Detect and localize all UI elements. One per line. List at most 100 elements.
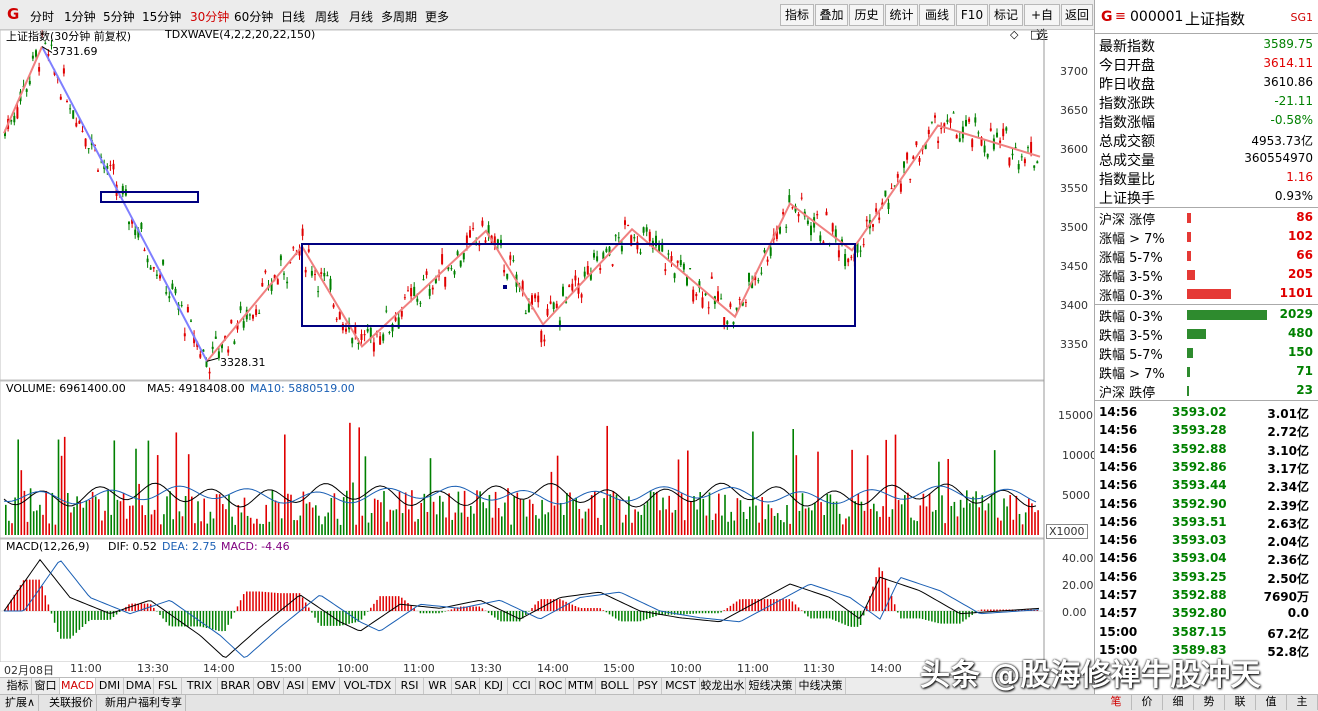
tool-0[interactable]: 指标 [780,4,814,26]
volume-bar [693,496,695,535]
tool-2[interactable]: 历史 [849,4,884,26]
chart-canvas[interactable] [0,30,1094,662]
bottom-tab[interactable]: 扩展∧ [2,695,40,711]
indicator-tab[interactable]: MCST [662,678,700,695]
indicator-tab[interactable]: DMI [96,678,124,695]
period-7[interactable]: 周线 [315,10,340,24]
period-10[interactable]: 更多 [425,10,450,24]
menu-icon[interactable]: ≡ [1115,9,1126,24]
indicator-tab[interactable]: EMV [308,678,340,695]
indicator-tab[interactable]: WR [424,678,452,695]
period-9[interactable]: 多周期 [381,10,418,24]
period-6[interactable]: 日线 [281,10,306,24]
stat-value: 4953.73亿 [1251,134,1313,148]
volume-bar [125,518,128,535]
candle-body [884,190,887,197]
tool-5[interactable]: F10 [956,4,988,26]
indicator-tab[interactable]: KDJ [480,678,508,695]
indicator-tab[interactable]: BRAR [218,678,254,695]
volume-bar [597,517,599,535]
indicator-tab[interactable]: PSY [634,678,662,695]
indicator-tab[interactable]: MTM [566,678,596,695]
volume-bar [113,440,116,535]
indicator-tab[interactable]: SAR [452,678,480,695]
period-8[interactable]: 月线 [349,10,374,24]
candle-body [496,239,499,244]
time-axis-label: 13:30 [137,662,169,675]
period-3[interactable]: 15分钟 [142,10,182,24]
volume-bar [494,491,497,535]
volume-bar [417,519,419,535]
volume-bar [14,497,16,535]
bottom-tab[interactable]: 新用户福利专享 [102,695,186,711]
volume-bar [947,458,949,535]
quote-tab[interactable]: 联 [1225,694,1256,710]
indicator-tab[interactable]: 窗口 [32,678,60,695]
volume-bar [900,504,903,535]
volume-bar [801,493,804,535]
indicator-tab[interactable]: ASI [284,678,308,695]
period-5[interactable]: 60分钟 [234,10,274,24]
candle-body [930,121,933,123]
volume-bar [683,520,686,535]
quote-tab[interactable]: 细 [1163,694,1194,710]
indicator-tab[interactable]: FSL [154,678,182,695]
badge[interactable]: SG1 [1290,11,1313,24]
volume-bar [197,501,199,535]
quote-tab[interactable]: 主 [1287,694,1318,710]
candle-body [1036,161,1039,164]
diamond-icon[interactable]: ◇ [1010,28,1019,41]
volume-bar [389,509,391,535]
indicator-tab[interactable]: ROC [536,678,566,695]
period-2[interactable]: 5分钟 [103,10,135,24]
volume-bar [144,515,147,535]
volume-bar [355,524,357,535]
volume-bar [997,517,999,535]
indicator-tab[interactable]: BOLL [596,678,634,695]
indicator-tab[interactable]: MACD [60,678,96,695]
indicator-tab[interactable]: 中线决策 [796,678,846,695]
period-0[interactable]: 分时 [30,10,55,24]
quote-tab[interactable]: 势 [1194,694,1225,710]
quote-tab[interactable]: 笔 [1101,694,1132,710]
indicator-tab[interactable]: CCI [508,678,536,695]
indicator-tab[interactable]: RSI [396,678,424,695]
tick-price: 3593.02 [1172,405,1227,419]
stat-label: 总成交量 [1099,153,1155,169]
macd-dif: DIF: 0.52 [108,540,157,553]
tool-4[interactable]: 画线 [919,4,955,26]
indicator-tab[interactable]: 短线决策 [746,678,796,695]
indicator-tab[interactable]: DMA [124,678,154,695]
quote-tab[interactable]: 值 [1256,694,1287,710]
indicator-tab[interactable]: TRIX [182,678,218,695]
expand-icon[interactable]: □ [1030,28,1041,41]
bottom-tab[interactable]: 关联报价 [46,695,97,711]
volume-bar [305,503,308,535]
tool-1[interactable]: 叠加 [815,4,848,26]
indicator-tab[interactable]: VOL-TDX [340,678,396,695]
period-4[interactable]: 30分钟 [190,10,230,24]
candle-body [168,296,171,299]
macd-dea-line [4,560,1040,658]
candle-body [283,273,285,275]
indicator-tab[interactable]: OBV [254,678,284,695]
volume-bar [26,521,29,535]
indicator-tab[interactable]: 蛟龙出水 [700,678,746,695]
indicator-tab[interactable]: 指标 [4,678,32,695]
candle-body [968,118,971,122]
candle-body [856,241,859,253]
volume-bar [181,516,184,535]
period-1[interactable]: 1分钟 [64,10,96,24]
volume-bar [789,523,791,535]
tool-8[interactable]: 返回 [1061,4,1093,26]
quote-header: G ≡ 000001 上证指数 SG1 [1095,0,1318,34]
volume-bar [1003,498,1005,535]
tool-7[interactable]: +自选 [1024,4,1060,42]
quote-tab[interactable]: 价 [1132,694,1163,710]
tool-3[interactable]: 统计 [885,4,918,26]
candle-body [509,255,512,260]
candle-body [431,287,434,290]
tool-6[interactable]: 标记 [989,4,1023,26]
time-axis-label: 10:00 [337,662,369,675]
dist-count: 71 [1296,364,1313,378]
